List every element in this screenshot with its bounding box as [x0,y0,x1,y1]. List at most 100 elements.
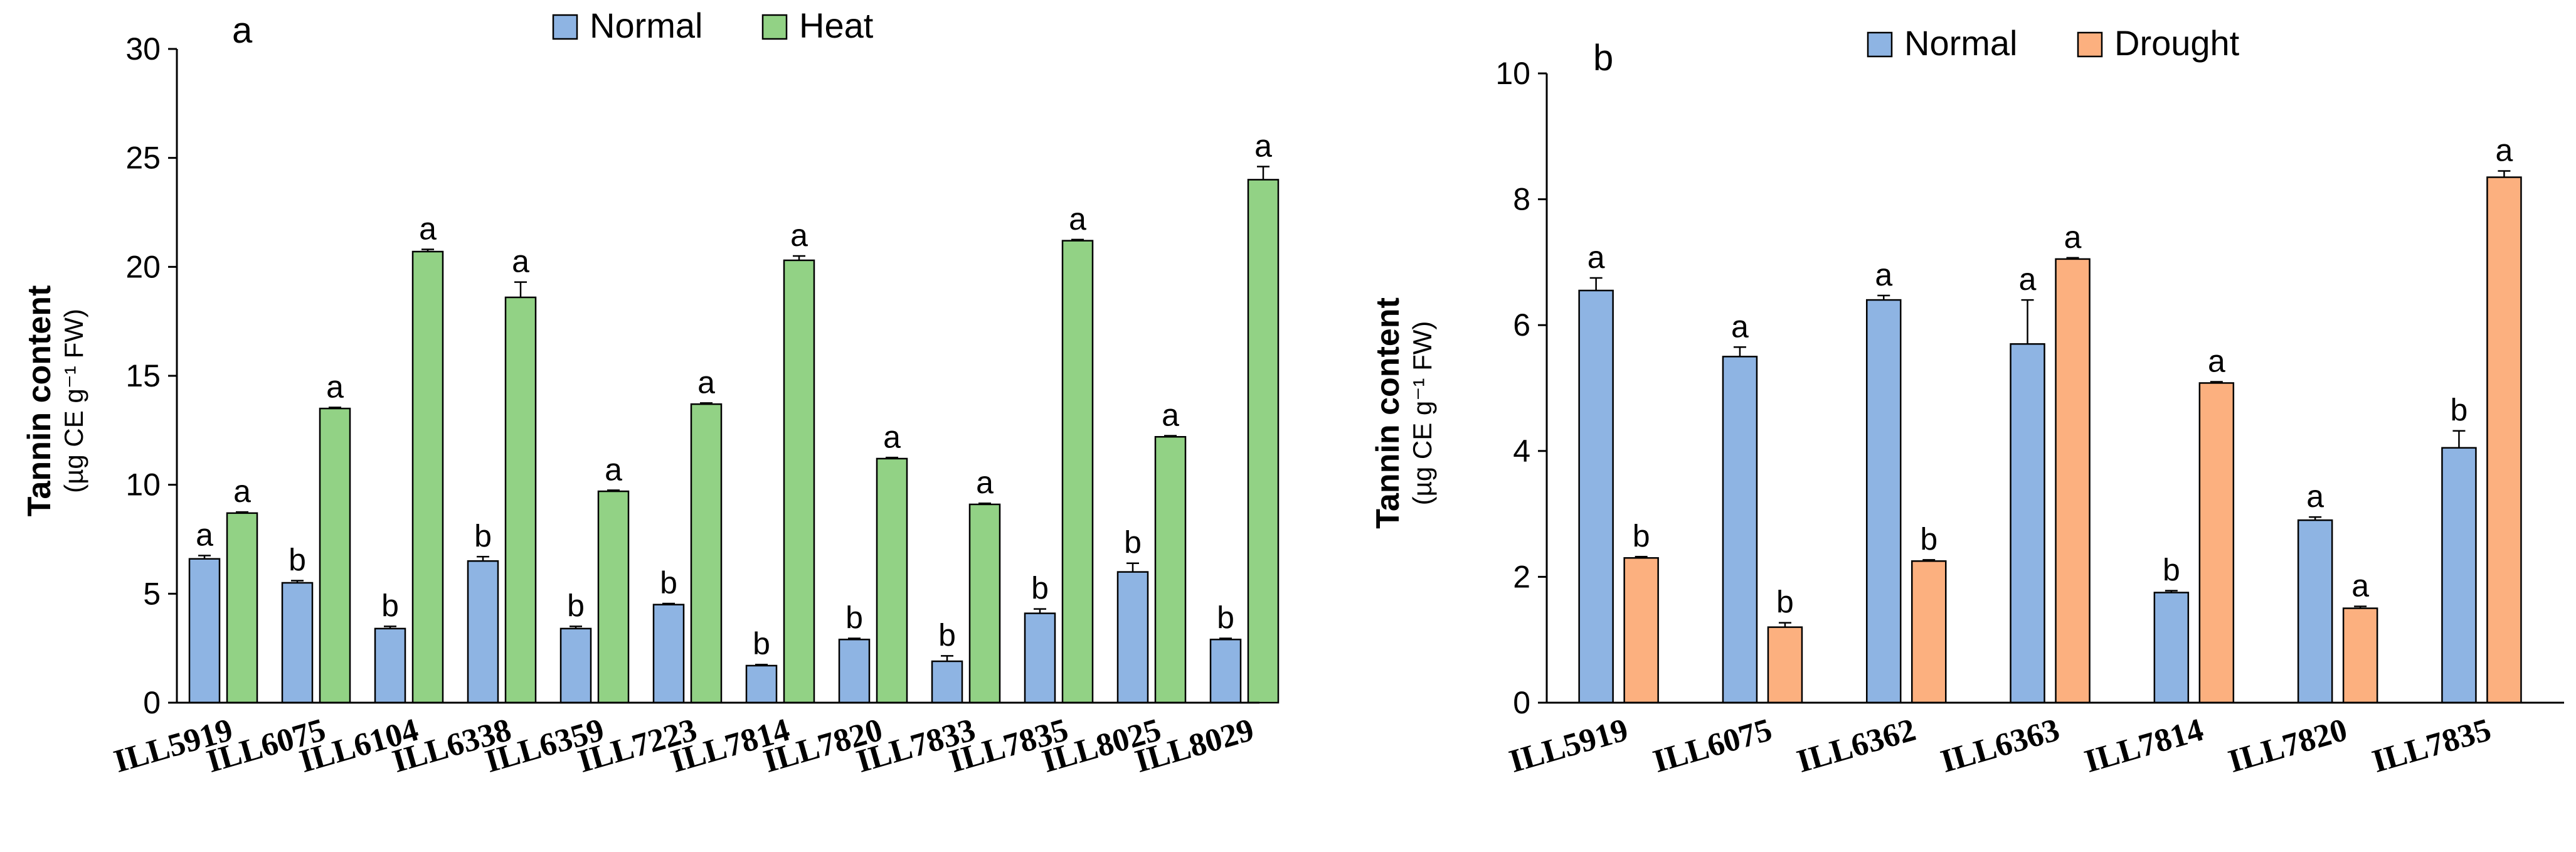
bar-heat-ILL8029 [1247,179,1280,704]
significance-letter: b [1776,585,1794,620]
significance-letter: a [2306,479,2324,514]
legend-entry-drought: Drought [2114,23,2240,63]
bar-heat-ILL6338 [504,296,537,704]
bar-normal-ILL6338 [467,560,499,704]
significance-letter: a [1162,398,1179,433]
significance-letter: a [2496,132,2513,168]
significance-letter: b [1124,525,1142,560]
significance-letter: b [2451,393,2468,428]
y-tick-label: 25 [125,141,161,176]
bar-normal-ILL8025 [1116,571,1149,704]
bar-drought-ILL6075 [1767,626,1803,704]
y-axis-label-main: Tannin content [21,285,58,517]
bar-normal-ILL5919 [1578,289,1614,704]
significance-letter: b [845,600,863,636]
bar-heat-ILL7223 [690,403,723,704]
bar-normal-ILL6363 [2010,343,2045,704]
y-tick-label: 0 [1513,685,1530,720]
significance-letter: a [605,452,622,487]
x-tick-label: ILL5919 [1505,712,1632,780]
bar-normal-ILL7814 [2153,592,2190,704]
significance-letter: b [753,626,770,661]
significance-letter: a [1069,201,1086,237]
legend-entry-heat: Heat [799,6,874,45]
significance-letter: a [196,518,213,553]
legend-entry-normal: Normal [590,6,702,45]
panel-label: a [232,10,253,51]
legend-swatch-drought [2077,31,2103,58]
bar-normal-ILL7223 [652,604,685,704]
bar-heat-ILL8025 [1154,436,1187,704]
bar-heat-ILL7833 [968,503,1001,704]
y-tick-label: 5 [143,576,161,611]
y-tick-label: 10 [1495,56,1530,91]
bar-heat-ILL6075 [319,407,351,704]
bar-drought-ILL7835 [2486,176,2522,704]
bar-heat-ILL6104 [411,250,444,704]
significance-letter: a [326,369,344,404]
significance-letter: b [474,518,492,553]
legend-swatch-normal [552,14,578,40]
bar-normal-ILL7835 [2441,447,2477,704]
y-axis-label: Tannin content(µg CE g⁻¹ FW) [1370,297,1437,529]
significance-letter: b [1217,600,1234,636]
legend-swatch-heat [761,14,788,40]
significance-letter: b [289,542,306,577]
significance-letter: a [1254,129,1272,164]
bar-normal-ILL8029 [1209,639,1242,704]
y-axis-label-main: Tannin content [1370,297,1406,529]
bar-normal-ILL6075 [1722,356,1758,704]
significance-letter: b [381,588,399,623]
y-tick-label: 2 [1513,559,1530,594]
bar-normal-ILL6075 [281,582,314,704]
significance-letter: a [2064,220,2082,255]
bar-normal-ILL7814 [745,664,778,704]
x-tick-label: ILL7820 [2225,712,2351,780]
legend-swatch-normal [1867,31,1893,58]
x-tick-label: ILL7835 [2368,712,2495,780]
chart-panel-b: 0 2 4 6 8 10 Tannin content(µg CE g⁻¹ FW) a b ILL… [1370,23,2564,780]
bar-drought-ILL5919 [1623,557,1659,704]
significance-letter: a [883,419,901,454]
significance-letter: b [660,565,677,600]
bar-heat-ILL7820 [876,457,908,704]
significance-letter: b [938,617,956,652]
significance-letter: a [419,211,437,247]
significance-letter: a [790,218,808,253]
bar-drought-ILL7820 [2342,607,2378,704]
chart-panel-a: 0 5 10 15 20 25 30 Tannin content(µg CE g⁻¹ FW)… [21,6,1280,780]
y-axis-label: Tannin content(µg CE g⁻¹ FW) [21,285,88,517]
bar-heat-ILL7835 [1061,240,1094,704]
bar-normal-ILL5919 [188,558,221,704]
bar-drought-ILL7814 [2198,382,2235,704]
significance-letter: b [567,588,585,623]
bar-normal-ILL6104 [374,627,406,704]
significance-letter: a [2208,343,2225,378]
bar-drought-ILL6363 [2055,258,2091,704]
significance-letter: a [2351,568,2369,604]
y-tick-label: 30 [125,31,161,67]
significance-letter: a [976,465,994,500]
y-tick-label: 10 [125,467,161,503]
significance-letter: a [1587,240,1605,275]
y-axis-label-unit: (µg CE g⁻¹ FW) [59,309,88,493]
bar-normal-ILL7820 [838,639,871,704]
y-tick-label: 8 [1513,182,1530,217]
significance-letter: b [1031,571,1049,606]
significance-letter: a [1875,257,1892,292]
y-tick-label: 4 [1513,434,1530,469]
bar-normal-ILL6359 [559,627,592,704]
significance-letter: b [2163,552,2180,587]
x-tick-label: ILL6363 [1937,712,2064,780]
significance-letter: a [512,244,529,279]
significance-letter: b [1920,521,1937,556]
significance-letter: a [1731,309,1749,344]
y-tick-label: 20 [125,249,161,284]
y-tick-label: 15 [125,358,161,393]
bar-normal-ILL7820 [2297,519,2333,704]
y-axis-label-unit: (µg CE g⁻¹ FW) [1407,321,1437,506]
x-tick-label: ILL6362 [1793,712,1920,780]
bar-heat-ILL7814 [783,259,815,704]
y-tick-label: 6 [1513,307,1530,343]
